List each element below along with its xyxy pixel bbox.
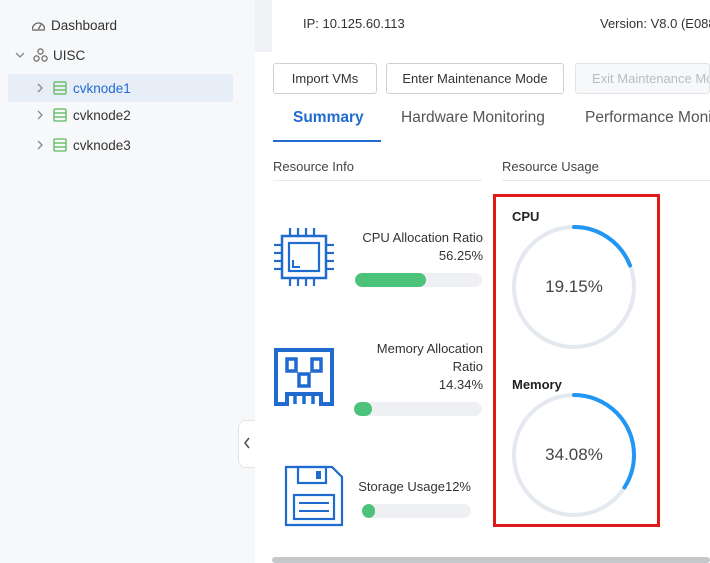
memory-gauge-arc [512, 393, 636, 517]
cpu-gauge-title: CPU [512, 209, 540, 224]
resource-usage-highlight [493, 194, 660, 527]
chevron-left-icon [243, 436, 251, 452]
memory-allocation-label-cont: Ratio [452, 359, 483, 374]
sidebar-item-label: cvknode1 [73, 80, 131, 96]
divider [502, 180, 710, 181]
active-tab-indicator [273, 140, 381, 142]
host-version: Version: V8.0 (E088 [600, 16, 710, 31]
cluster-icon [32, 47, 48, 63]
tab-performance-monitoring[interactable]: Performance Moni [585, 109, 710, 126]
cpu-gauge-arc [512, 225, 636, 349]
exit-maintenance-button[interactable]: Exit Maintenance Mo [575, 63, 710, 94]
cpu-usage-value: 19.15% [545, 277, 603, 296]
storage-usage-bar [362, 504, 471, 518]
cpu-allocation-bar [355, 273, 482, 287]
resource-info-title: Resource Info [273, 159, 354, 174]
memory-module-icon [273, 346, 335, 413]
memory-allocation-bar [354, 402, 482, 416]
chevron-down-icon[interactable] [14, 51, 26, 59]
host-ip: IP: 10.125.60.113 [303, 16, 405, 31]
tab-hardware-monitoring[interactable]: Hardware Monitoring [401, 109, 545, 126]
chevron-right-icon[interactable] [34, 140, 46, 150]
cpu-allocation-value: 56.25% [438, 248, 483, 263]
sidebar-item-cvknode1[interactable]: cvknode1 [8, 74, 233, 102]
cpu-allocation-bar-fill [355, 273, 427, 287]
resource-usage-title: Resource Usage [502, 159, 599, 174]
sidebar-item-label: cvknode3 [73, 137, 131, 153]
sidebar-item-cvknode2[interactable]: cvknode2 [34, 101, 131, 129]
memory-gauge-title: Memory [512, 377, 562, 392]
host-info-card: IP: 10.125.60.113 Version: V8.0 (E088 [272, 0, 710, 52]
cpu-usage-gauge [512, 225, 636, 349]
divider [273, 180, 482, 181]
sidebar-collapse-button[interactable] [238, 420, 255, 468]
memory-allocation-label: Memory Allocation [376, 341, 483, 356]
horizontal-scrollbar[interactable] [272, 557, 710, 563]
sidebar: Dashboard UISC cvknode1 cvknode2 [0, 0, 255, 563]
chevron-right-icon[interactable] [34, 110, 46, 120]
sidebar-item-label: UISC [53, 47, 86, 63]
sidebar-item-label: cvknode2 [73, 107, 131, 123]
dashboard-icon [30, 17, 46, 33]
server-icon [52, 107, 68, 123]
import-vms-button[interactable]: Import VMs [273, 63, 377, 94]
sidebar-item-dashboard[interactable]: Dashboard [30, 11, 117, 39]
memory-usage-value: 34.08% [545, 445, 603, 464]
server-icon [52, 80, 68, 96]
cpu-chip-icon [272, 226, 336, 293]
sidebar-item-cluster[interactable]: UISC [14, 41, 85, 69]
cpu-allocation-label: CPU Allocation Ratio [362, 230, 483, 245]
storage-usage-label: Storage Usage12% [358, 479, 471, 494]
enter-maintenance-button[interactable]: Enter Maintenance Mode [386, 63, 564, 94]
server-icon [52, 137, 68, 153]
sidebar-item-label: Dashboard [51, 17, 118, 33]
chevron-right-icon[interactable] [34, 83, 46, 93]
sidebar-item-cvknode3[interactable]: cvknode3 [34, 131, 131, 159]
memory-allocation-value: 14.34% [438, 377, 483, 392]
tab-summary[interactable]: Summary [293, 109, 364, 126]
storage-usage-bar-fill [362, 504, 376, 518]
memory-usage-gauge [512, 393, 636, 517]
floppy-disk-icon [284, 465, 344, 532]
main-panel: Import VMs Enter Maintenance Mode Exit M… [255, 52, 710, 563]
memory-allocation-bar-fill [354, 402, 373, 416]
